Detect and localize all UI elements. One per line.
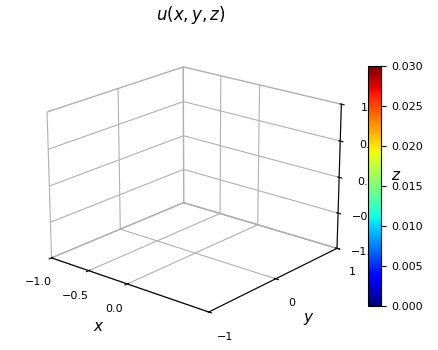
- Y-axis label: $y$: $y$: [303, 311, 314, 327]
- X-axis label: $x$: $x$: [93, 319, 105, 334]
- Title: $u(x,y,z)$: $u(x,y,z)$: [156, 4, 226, 26]
